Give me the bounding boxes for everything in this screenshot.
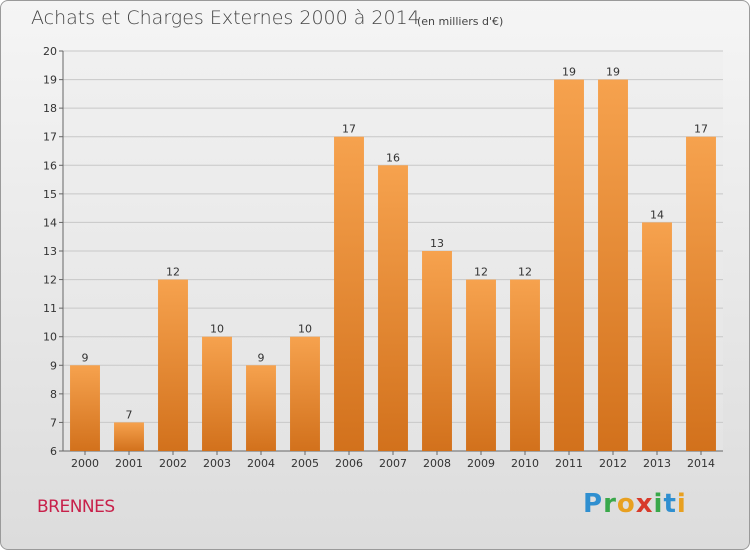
bar [598,79,628,452]
bar [378,165,408,452]
bar [202,336,232,451]
x-tick-label: 2007 [379,457,407,470]
bar [686,136,716,451]
logo-letter: i [653,489,664,519]
x-tick-label: 2005 [291,457,319,470]
x-tick-label: 2004 [247,457,275,470]
y-tick-label: 6 [50,445,57,458]
chart-subtitle: (en milliers d'€) [417,15,504,28]
y-tick-label: 14 [43,216,57,229]
bar [70,365,100,451]
bar [510,279,540,451]
y-tick-label: 11 [43,302,57,315]
x-tick-label: 2003 [203,457,231,470]
bar [158,279,188,451]
bar [246,365,276,451]
y-tick-label: 7 [50,416,57,429]
logo-letter: r [603,489,617,519]
x-tick-label: 2000 [71,457,99,470]
town-name: BRENNES [37,497,115,517]
y-tick-label: 13 [43,245,57,258]
data-label: 10 [210,323,224,336]
bar [642,222,672,451]
x-tick-label: 2013 [643,457,671,470]
data-label: 7 [126,408,133,421]
bar [334,136,364,451]
x-tick-label: 2014 [687,457,715,470]
x-tick-label: 2012 [599,457,627,470]
y-tick-label: 20 [43,45,57,58]
bar [114,422,144,451]
data-label: 16 [386,151,400,164]
x-tick-label: 2006 [335,457,363,470]
y-tick-label: 17 [43,131,57,144]
y-tick-label: 16 [43,159,57,172]
logo-letter: i [676,489,687,519]
bar [422,251,452,451]
logo-letter: P [583,489,604,519]
x-tick-label: 2011 [555,457,583,470]
proxiti-logo[interactable]: Proxiti [583,489,687,519]
y-tick-label: 15 [43,188,57,201]
data-label: 12 [474,266,488,279]
y-tick-label: 8 [50,388,57,401]
data-label: 12 [166,266,180,279]
data-label: 19 [606,66,620,79]
data-label: 9 [258,351,265,364]
chart-title: Achats et Charges Externes 2000 à 2014 [31,7,420,29]
y-tick-label: 19 [43,74,57,87]
bar [466,279,496,451]
bar [554,79,584,452]
y-tick-label: 18 [43,102,57,115]
data-label: 14 [650,208,664,221]
y-tick-label: 9 [50,359,57,372]
logo-letter: t [663,489,677,519]
bar [290,336,320,451]
x-tick-label: 2009 [467,457,495,470]
x-tick-label: 2001 [115,457,143,470]
y-tick-label: 10 [43,331,57,344]
logo-letter: o [616,489,636,519]
x-tick-label: 2008 [423,457,451,470]
data-label: 9 [82,351,89,364]
x-tick-label: 2010 [511,457,539,470]
y-tick-label: 12 [43,274,57,287]
data-label: 13 [430,237,444,250]
data-label: 12 [518,266,532,279]
x-tick-label: 2002 [159,457,187,470]
logo-letter: x [635,489,654,519]
data-label: 10 [298,323,312,336]
data-label: 17 [342,123,356,136]
data-label: 19 [562,66,576,79]
data-label: 17 [694,123,708,136]
